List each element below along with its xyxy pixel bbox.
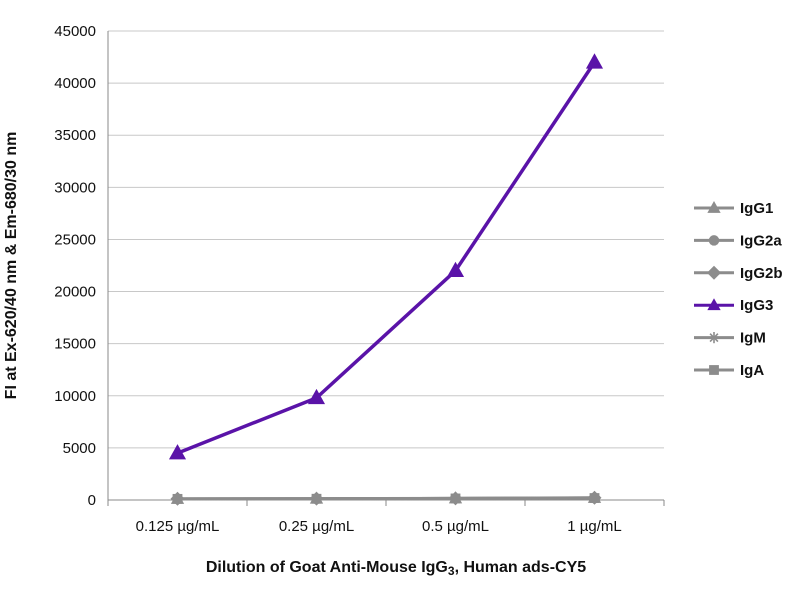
series-line [176,61,596,455]
legend-label: IgG3 [740,297,773,314]
legend-marker [707,201,721,213]
series-iga [172,493,600,504]
legend-marker [708,235,720,246]
x-tick-label: 0.25 µg/mL [279,518,354,535]
data-point [585,53,604,69]
y-tick-label: 45000 [54,23,96,40]
y-tick-label: 5000 [63,440,96,457]
legend-label: IgM [740,330,766,347]
legend: IgG1 IgG2a IgG2b IgG3 IgM IgA [694,200,783,379]
legend-item-igg3: IgG3 [694,297,773,314]
series-line [177,496,595,501]
data-point [307,388,326,405]
y-tick-label: 25000 [54,231,96,248]
y-tick-labels: 0 5000 10000 15000 20000 25000 30000 35000 40000… [54,23,96,509]
x-tick-label: 1 µg/mL [567,518,622,535]
x-tick-labels: 0.125 µg/mL 0.25 µg/mL 0.5 µg/mL 1 µg/mL [107,500,665,535]
y-tick-label: 40000 [54,75,96,92]
x-tick-label: 0.125 µg/mL [136,518,220,535]
x-axis-title: Dilution of Goat Anti-Mouse IgG3, Human … [206,559,586,578]
data-point [446,261,465,278]
y-axis-title: FI at Ex-620/40 nm & Em-680/30 nm [3,132,20,400]
x-tick-label: 0.5 µg/mL [422,518,489,535]
data-point [589,493,600,503]
y-tick-label: 0 [88,492,96,509]
data-point [168,444,187,460]
gridlines [108,30,664,449]
y-tick-label: 30000 [54,179,96,196]
series-layer [168,53,604,506]
data-point [311,493,322,504]
y-tick-label: 10000 [54,388,96,405]
y-tick-label: 35000 [54,127,96,144]
legend-item-iga: IgA [694,362,764,379]
legend-marker [707,265,721,280]
data-point [450,493,461,504]
legend-label: IgG1 [740,200,773,217]
legend-label: IgG2b [740,265,783,282]
legend-item-igg2b: IgG2b [694,265,783,282]
legend-item-igm: IgM [694,330,766,347]
series-igg3 [168,53,604,460]
legend-item-igg1: IgG1 [694,200,773,217]
legend-marker [707,298,721,311]
legend-item-igg2a: IgG2a [694,232,782,249]
y-tick-label: 15000 [54,336,96,353]
legend-label: IgG2a [740,232,782,249]
legend-label: IgA [740,362,764,379]
data-point [172,493,183,504]
y-tick-label: 20000 [54,284,96,301]
legend-marker [708,332,720,344]
legend-marker [709,365,719,375]
